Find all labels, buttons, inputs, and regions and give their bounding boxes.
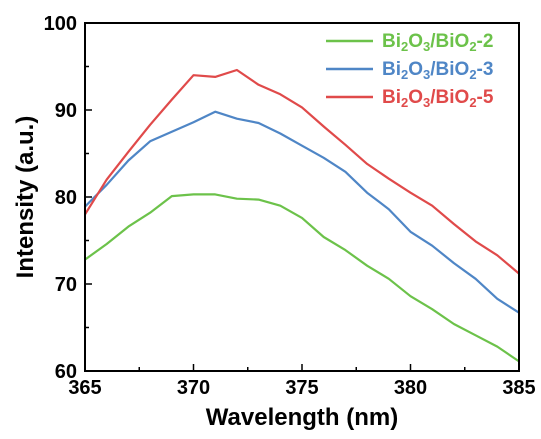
series-line-1 xyxy=(84,193,520,363)
x-tick-label: 370 xyxy=(177,377,210,399)
y-tick-label: 100 xyxy=(44,13,77,35)
x-tick-label: 375 xyxy=(285,377,318,399)
y-axis-title: Intensity (a.u.) xyxy=(12,116,39,279)
x-axis-title: Wavelength (nm) xyxy=(206,404,398,431)
x-tick-label: 385 xyxy=(502,377,535,399)
plot-lines xyxy=(84,68,520,363)
x-tick-label: 380 xyxy=(394,377,427,399)
y-tick-label: 90 xyxy=(55,100,77,122)
y-tick-label: 60 xyxy=(55,361,77,383)
tick-labels: 365 370 375 380 385 60 70 80 90 100 xyxy=(44,13,536,399)
legend-label: Bi2O3/BiO2-2 xyxy=(382,31,493,54)
legend-label: Bi2O3/BiO2-5 xyxy=(382,87,494,110)
y-tick-label: 80 xyxy=(55,187,77,209)
series-line-2 xyxy=(84,110,520,314)
axis-ticks xyxy=(84,22,520,372)
series-line-3 xyxy=(84,68,520,275)
legend-label: Bi2O3/BiO2-3 xyxy=(382,59,493,82)
x-tick-label: 365 xyxy=(68,377,101,399)
y-tick-label: 70 xyxy=(55,274,77,296)
legend: Bi2O3/BiO2-2 Bi2O3/BiO2-3 Bi2O3/BiO2-5 xyxy=(326,31,494,110)
